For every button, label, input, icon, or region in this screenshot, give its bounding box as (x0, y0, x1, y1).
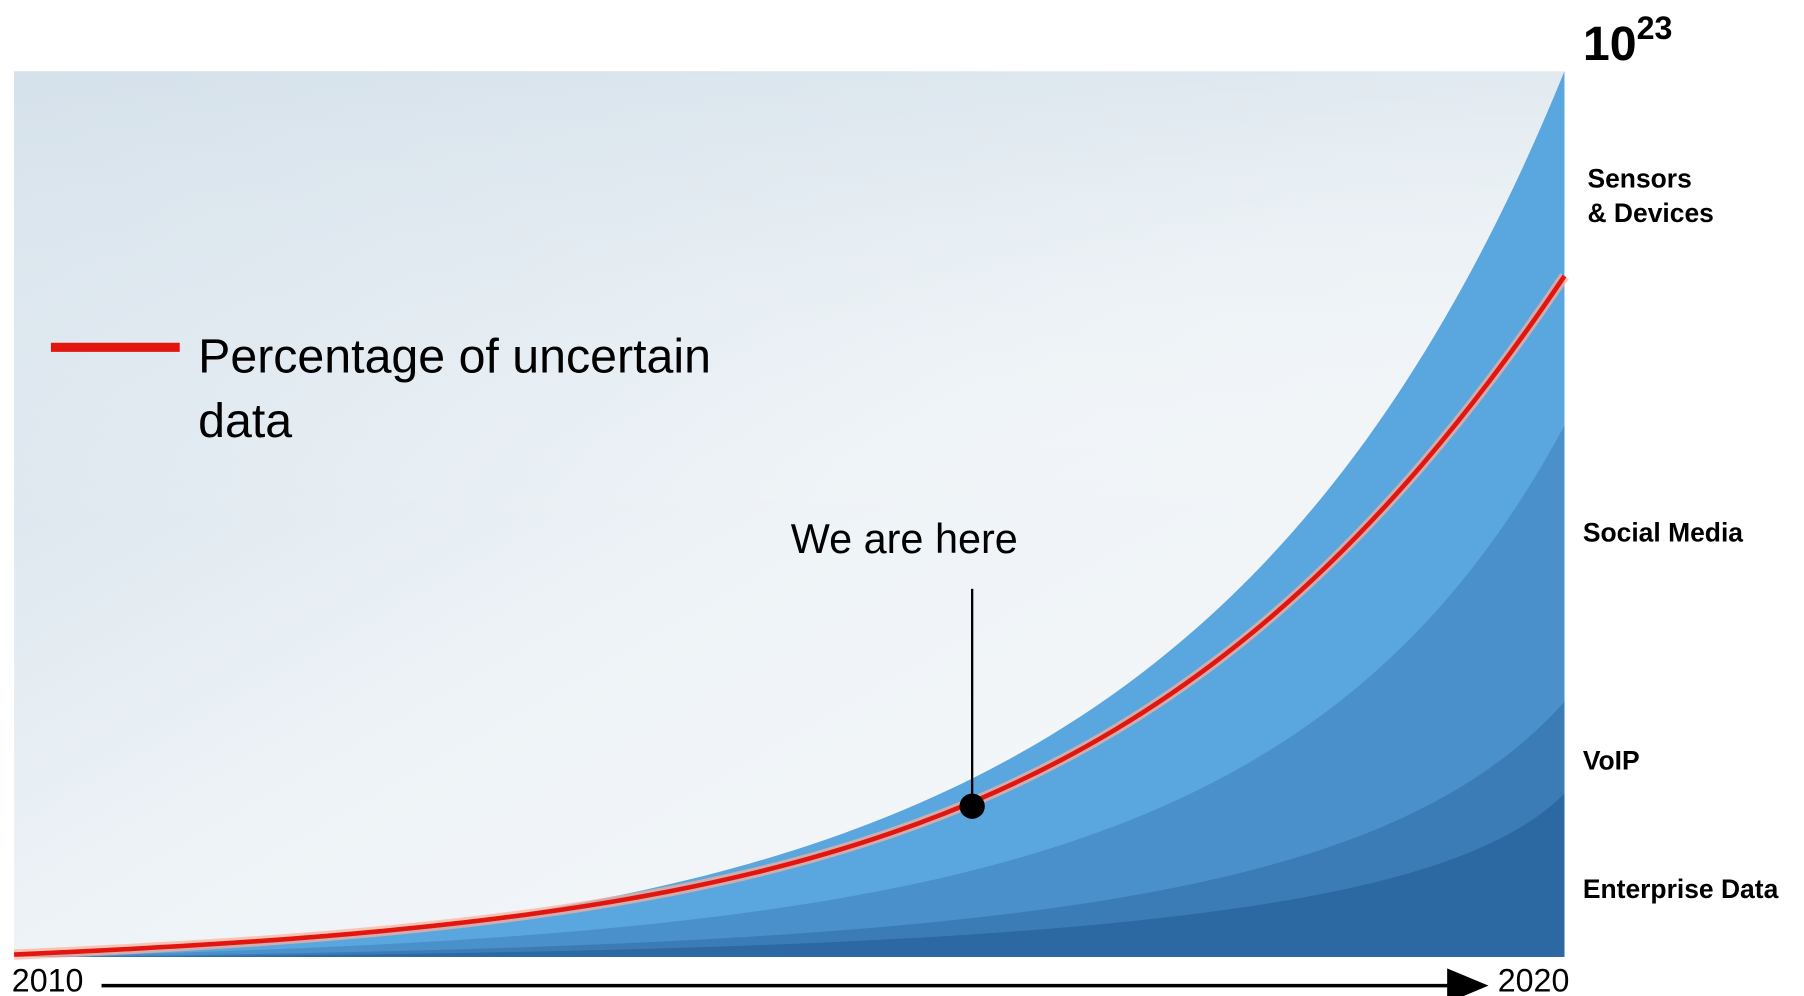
legend-text: Percentage of uncertain (198, 330, 711, 384)
layer-label: & Devices (1587, 198, 1713, 228)
infographic: We are here Percentage of uncertain data… (0, 0, 1804, 996)
layer-label: Social Media (1583, 518, 1743, 548)
title-exponent: 23 (1637, 10, 1673, 46)
layer-label: Enterprise Data (1583, 874, 1779, 904)
background-shade (14, 71, 1564, 531)
axis-start: 2010 (12, 962, 84, 996)
pointer-dot (960, 794, 985, 819)
layer-label: VoIP (1583, 745, 1640, 775)
axis-end: 2020 (1498, 962, 1570, 996)
layer-label: Sensors (1587, 163, 1691, 193)
page: {"title": {"base": "10", "exponent": "23… (0, 0, 1804, 996)
title: 1023 (1583, 10, 1673, 71)
legend-text: data (198, 394, 292, 448)
annotation: We are here (791, 516, 1018, 562)
title-base: 10 (1583, 17, 1637, 71)
